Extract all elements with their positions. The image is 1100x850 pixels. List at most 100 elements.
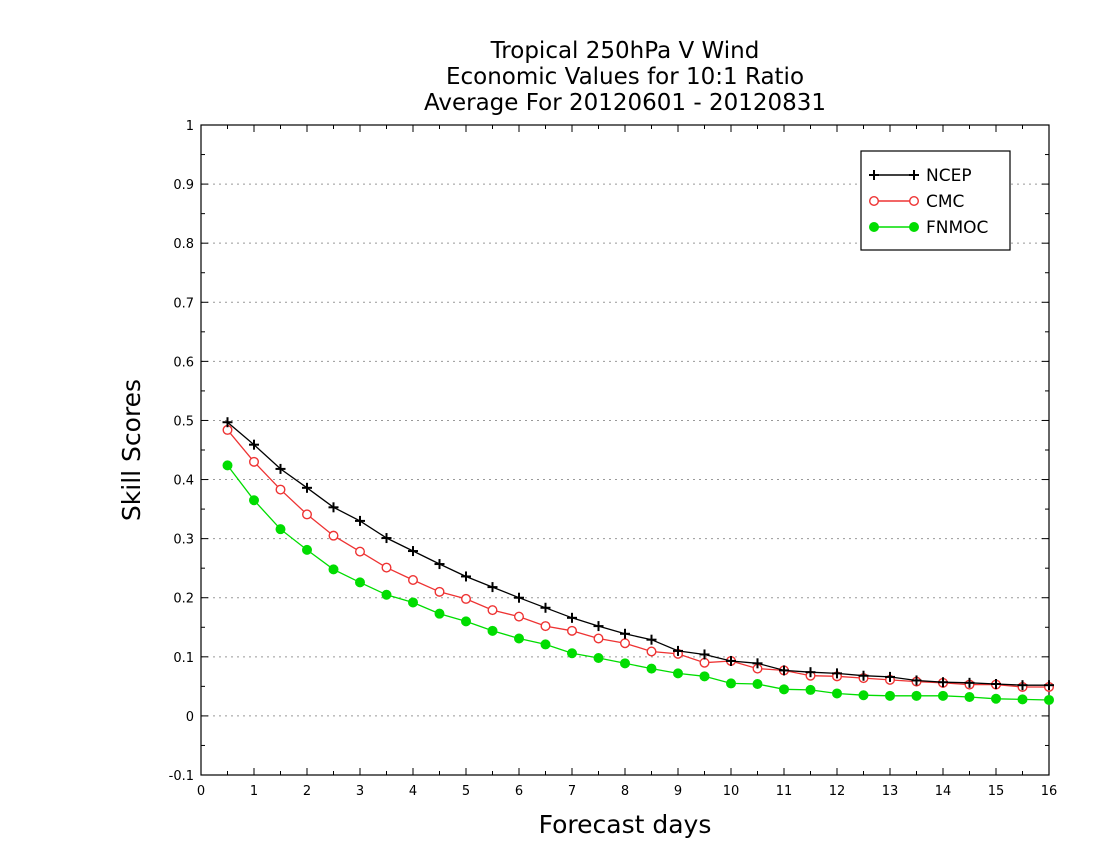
data-point-ncep bbox=[302, 482, 312, 493]
data-point-ncep bbox=[805, 667, 816, 678]
data-point-cmc bbox=[302, 509, 313, 520]
data-point-fnmoc bbox=[911, 690, 922, 701]
title-line: Average For 20120601 - 20120831 bbox=[424, 90, 826, 116]
data-point-ncep bbox=[858, 670, 869, 681]
y-tick-label: -0.1 bbox=[169, 769, 194, 784]
data-point-ncep bbox=[434, 559, 445, 570]
data-point-ncep bbox=[646, 634, 657, 645]
data-point-fnmoc bbox=[885, 690, 895, 701]
data-point-fnmoc bbox=[381, 589, 392, 600]
data-point-ncep bbox=[752, 658, 763, 669]
data-point-cmc bbox=[593, 633, 604, 644]
legend-marker-fnmoc bbox=[909, 222, 919, 232]
data-point-ncep bbox=[964, 677, 975, 688]
data-point-cmc bbox=[540, 621, 551, 632]
data-point-ncep bbox=[885, 671, 895, 682]
y-axis-label: Skill Scores bbox=[117, 379, 146, 521]
data-point-cmc bbox=[355, 546, 366, 557]
x-tick-label: 16 bbox=[1041, 784, 1058, 799]
y-tick-label: 0.5 bbox=[173, 414, 194, 429]
data-point-ncep bbox=[328, 502, 339, 513]
legend-marker-cmc bbox=[909, 195, 920, 206]
series-ncep bbox=[222, 417, 1054, 691]
data-point-fnmoc bbox=[1017, 694, 1028, 705]
series-fnmoc bbox=[222, 460, 1054, 705]
y-tick-label: 0.1 bbox=[173, 651, 194, 666]
data-point-fnmoc bbox=[302, 544, 312, 555]
data-point-fnmoc bbox=[858, 690, 869, 701]
legend: NCEP CMC FNMOC bbox=[860, 150, 1011, 251]
y-tick-label: 0.4 bbox=[173, 474, 194, 489]
x-tick-label: 1 bbox=[250, 784, 258, 799]
x-tick-label: 2 bbox=[303, 784, 311, 799]
legend-marker-fnmoc bbox=[869, 222, 879, 232]
x-tick-label: 8 bbox=[621, 784, 629, 799]
data-point-fnmoc bbox=[408, 597, 418, 608]
data-point-cmc bbox=[567, 625, 578, 636]
data-point-ncep bbox=[779, 665, 789, 676]
y-tick-label: 0.3 bbox=[173, 533, 194, 548]
data-point-ncep bbox=[991, 679, 1001, 689]
x-tick-label: 0 bbox=[197, 784, 205, 799]
y-tick-label: 0.8 bbox=[173, 237, 194, 252]
data-point-ncep bbox=[832, 668, 842, 679]
data-point-cmc bbox=[461, 593, 472, 604]
data-point-cmc bbox=[328, 530, 339, 541]
data-point-ncep bbox=[540, 602, 551, 613]
data-point-ncep bbox=[938, 677, 948, 688]
data-point-fnmoc bbox=[593, 653, 604, 663]
data-point-ncep bbox=[275, 463, 286, 474]
data-point-fnmoc bbox=[726, 678, 736, 689]
legend-marker-ncep bbox=[909, 170, 919, 180]
series-line-fnmoc bbox=[226, 465, 1050, 701]
data-point-ncep bbox=[461, 571, 471, 582]
data-point-fnmoc bbox=[673, 668, 683, 679]
data-point-ncep bbox=[593, 621, 604, 632]
y-tick-label: 0.6 bbox=[173, 355, 194, 370]
data-point-ncep bbox=[381, 533, 392, 544]
data-point-fnmoc bbox=[249, 495, 259, 506]
axis-ticks: -0.100.10.20.30.40.50.60.70.80.910 1 2 3 4 5 6… bbox=[169, 119, 1058, 799]
x-tick-label: 13 bbox=[882, 784, 899, 799]
x-tick-label: 7 bbox=[568, 784, 576, 799]
x-axis-label: Forecast days bbox=[539, 810, 712, 839]
data-point-fnmoc bbox=[275, 524, 286, 535]
data-point-ncep bbox=[355, 515, 365, 526]
title-line: Economic Values for 10:1 Ratio bbox=[446, 64, 804, 90]
data-point-ncep bbox=[911, 675, 922, 686]
data-point-ncep bbox=[1044, 680, 1054, 691]
data-point-fnmoc bbox=[646, 663, 657, 674]
data-point-ncep bbox=[1017, 680, 1028, 691]
data-point-cmc bbox=[275, 484, 286, 495]
y-tick-label: 0.9 bbox=[173, 178, 194, 193]
data-point-fnmoc bbox=[779, 684, 789, 695]
legend-label-cmc: CMC bbox=[926, 192, 964, 212]
data-point-fnmoc bbox=[434, 608, 445, 619]
legend-marker-ncep bbox=[869, 170, 879, 180]
data-point-fnmoc bbox=[461, 616, 471, 627]
x-tick-label: 3 bbox=[356, 784, 364, 799]
data-point-fnmoc bbox=[991, 693, 1001, 704]
data-point-cmc bbox=[487, 605, 498, 616]
legend-marker-cmc bbox=[869, 195, 880, 206]
data-point-ncep bbox=[514, 592, 524, 603]
data-point-fnmoc bbox=[567, 648, 577, 659]
data-point-fnmoc bbox=[805, 684, 816, 695]
data-point-ncep bbox=[249, 439, 259, 450]
data-point-cmc bbox=[646, 646, 657, 657]
data-point-ncep bbox=[408, 546, 418, 557]
legend-label-fnmoc: FNMOC bbox=[926, 218, 988, 238]
data-point-fnmoc bbox=[514, 633, 524, 644]
title-line: Tropical 250hPa V Wind bbox=[490, 38, 760, 64]
data-point-ncep bbox=[726, 655, 736, 666]
data-point-cmc bbox=[434, 586, 445, 597]
data-point-ncep bbox=[487, 582, 498, 593]
data-point-fnmoc bbox=[487, 625, 498, 636]
data-point-ncep bbox=[620, 628, 630, 639]
x-tick-label: 12 bbox=[829, 784, 846, 799]
series-line-cmc bbox=[227, 429, 1049, 688]
series-layer bbox=[222, 417, 1054, 705]
data-point-cmc bbox=[408, 575, 419, 586]
